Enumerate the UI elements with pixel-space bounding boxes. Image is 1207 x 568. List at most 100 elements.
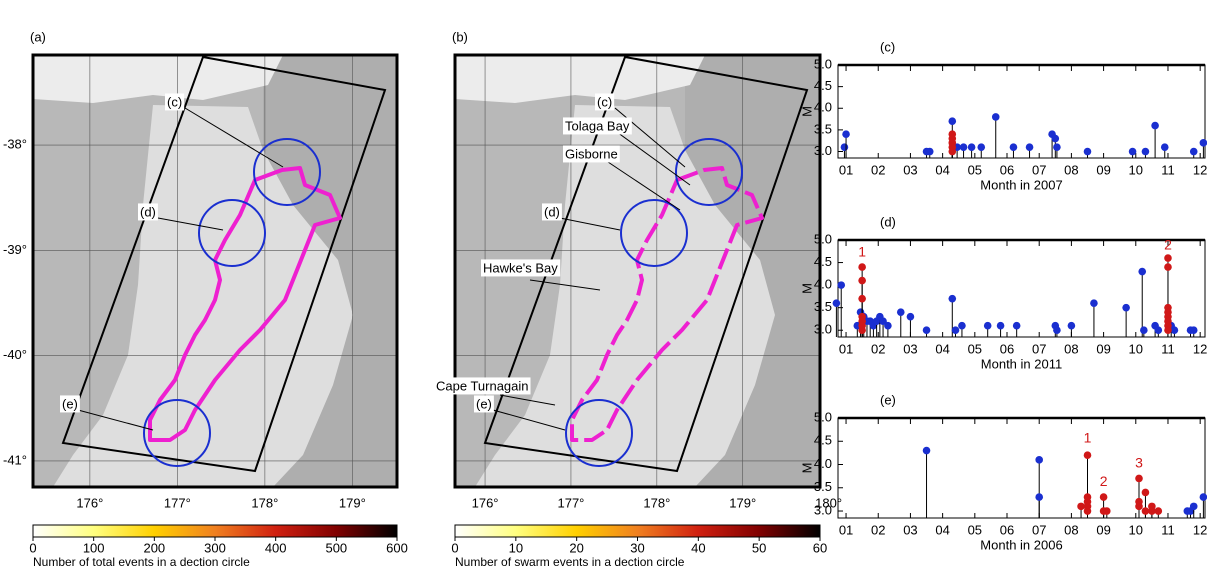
colorbar (33, 525, 397, 537)
y-axis-label: M (799, 463, 814, 474)
y-tick-label: 3.5 (814, 299, 832, 314)
stem-marker (1200, 139, 1207, 147)
x-tick-label: 01 (839, 162, 853, 177)
y-tick-label: 4.0 (814, 100, 832, 115)
stem-marker (1035, 456, 1043, 464)
stem-marker (1100, 493, 1108, 501)
x-tick-label: 12 (1193, 522, 1207, 537)
place-label: (d) (544, 204, 560, 219)
x-tick-label: 07 (1032, 341, 1046, 356)
colorbar-tick-label: 10 (509, 540, 523, 555)
stem-marker (923, 326, 931, 334)
colorbar-tick-label: 60 (813, 540, 827, 555)
colorbar-tick-label: 100 (83, 540, 105, 555)
colorbar-tick-label: 400 (265, 540, 287, 555)
stem-marker (1151, 122, 1159, 130)
stem-marker (1190, 503, 1198, 511)
stem-marker (1135, 503, 1143, 511)
stem-marker (1155, 326, 1163, 334)
place-label: Gisborne (565, 146, 618, 161)
colorbar-tick-label: 300 (204, 540, 226, 555)
x-tick-label: 08 (1064, 162, 1078, 177)
stem-marker (1084, 507, 1092, 515)
stem-marker (1135, 475, 1143, 483)
x-tick-label: 08 (1064, 341, 1078, 356)
stem-marker (1035, 493, 1043, 501)
panel-label: (d) (880, 214, 896, 229)
annotation: 1 (858, 243, 866, 259)
x-tick-label: 11 (1161, 341, 1175, 356)
stem-marker (1190, 326, 1198, 334)
stem-marker (997, 322, 1005, 330)
x-tick-label: 04 (935, 341, 949, 356)
stem-marker (960, 143, 968, 151)
stem-marker (1190, 148, 1198, 156)
x-tick-label: 08 (1064, 522, 1078, 537)
x-tick-label: 177° (557, 495, 584, 510)
stem-marker (1122, 304, 1130, 312)
panel-label: (a) (30, 29, 46, 44)
place-label: (e) (62, 396, 78, 411)
x-tick-label: 11 (1161, 522, 1175, 537)
stem-marker (948, 148, 956, 156)
stem-marker (833, 299, 841, 307)
x-tick-label: 01 (839, 341, 853, 356)
x-tick-label: 06 (1000, 162, 1014, 177)
x-tick-label: 10 (1129, 341, 1143, 356)
place-label: (c) (597, 94, 612, 109)
colorbar-tick-label: 30 (630, 540, 644, 555)
stem-marker (984, 322, 992, 330)
stem-marker (1155, 507, 1163, 515)
x-tick-label: 02 (871, 522, 885, 537)
place-label: Cape Turnagain (436, 378, 529, 393)
stem-marker (858, 263, 866, 271)
x-tick-label: 05 (968, 341, 982, 356)
stem-marker (858, 295, 866, 303)
stem-chart: 3.03.54.04.55.0010203040506070809101112M… (799, 392, 1207, 552)
place-label: (c) (167, 94, 182, 109)
x-tick-label: 179° (729, 495, 756, 510)
x-tick-label: 11 (1161, 162, 1175, 177)
stem-marker (858, 277, 866, 285)
x-tick-label: 178° (251, 495, 278, 510)
y-tick-label: -39° (3, 242, 27, 257)
y-tick-label: 4.5 (814, 78, 832, 93)
stem-marker (948, 295, 956, 303)
colorbar-tick-label: 0 (451, 540, 458, 555)
y-axis-label: M (799, 283, 814, 294)
stem-marker (968, 143, 976, 151)
stem-marker (841, 143, 849, 151)
map-panel: 176°177°178°179°-38°-39°-40°-41°(a)(c)(d… (3, 29, 408, 568)
x-tick-label: 06 (1000, 341, 1014, 356)
y-tick-label: 3.5 (814, 121, 832, 136)
annotation: 1 (1084, 430, 1092, 446)
colorbar (455, 525, 820, 537)
stem-marker (1138, 268, 1146, 276)
stem-marker (948, 117, 956, 125)
plot-frame (838, 65, 1205, 158)
stem-marker (952, 326, 960, 334)
stem-marker (907, 313, 915, 321)
plot-frame (838, 240, 1205, 337)
stem-marker (923, 447, 931, 455)
x-tick-label: 06 (1000, 522, 1014, 537)
x-axis-label: Month in 2006 (980, 537, 1062, 552)
y-tick-label: 5.0 (814, 231, 832, 246)
y-tick-label: 4.5 (814, 254, 832, 269)
x-tick-label: 03 (903, 162, 917, 177)
stem-marker (837, 281, 845, 289)
x-tick-label: 07 (1032, 522, 1046, 537)
y-tick-label: 4.0 (814, 277, 832, 292)
panel-label: (c) (880, 39, 895, 54)
colorbar-tick-label: 500 (325, 540, 347, 555)
x-tick-label: 09 (1096, 162, 1110, 177)
x-axis-label: Month in 2007 (980, 177, 1062, 192)
stem-marker (1140, 326, 1148, 334)
x-tick-label: 02 (871, 341, 885, 356)
place-label: Tolaga Bay (565, 118, 630, 133)
stem-marker (858, 326, 866, 334)
stem-marker (1142, 148, 1150, 156)
plot-frame (838, 418, 1205, 518)
